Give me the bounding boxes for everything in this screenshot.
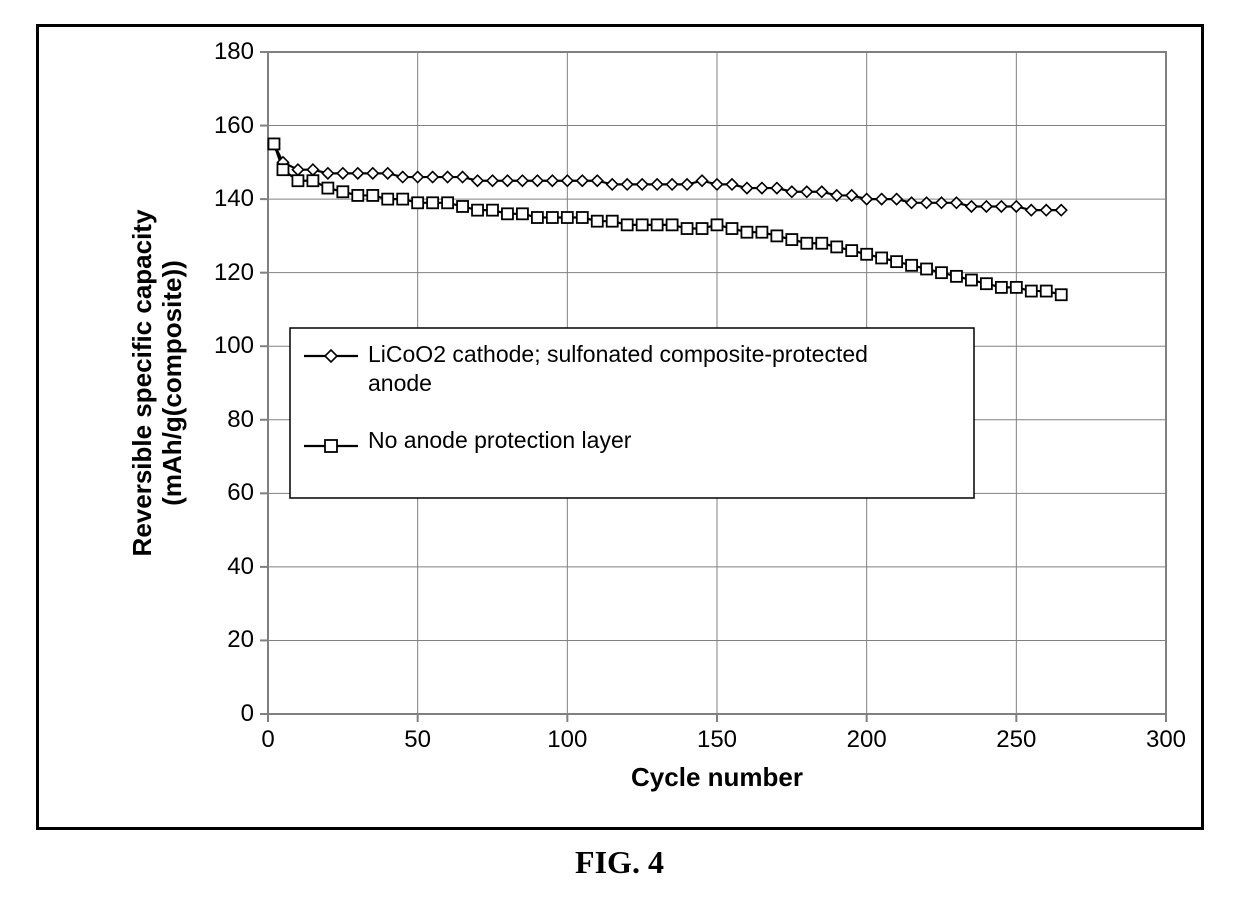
y-tick-label: 100 [214, 332, 254, 360]
x-tick-label: 250 [996, 726, 1036, 754]
legend-entry: No anode protection layer [368, 426, 962, 455]
chart-legend-labels: LiCoO2 cathode; sulfonated composite-pro… [368, 340, 962, 454]
y-tick-label: 40 [227, 553, 254, 581]
y-axis-title-line2: (mAh/g(composite)) [157, 260, 187, 506]
x-tick-label: 0 [261, 726, 274, 754]
x-tick-label: 100 [547, 726, 587, 754]
y-tick-label: 20 [227, 626, 254, 654]
y-tick-label: 180 [214, 38, 254, 66]
y-axis-title-line1: Reversible specific capacity [127, 210, 157, 557]
y-tick-label: 0 [241, 700, 254, 728]
x-tick-label: 300 [1146, 726, 1186, 754]
figure-caption: FIG. 4 [575, 844, 664, 881]
y-tick-label: 60 [227, 479, 254, 507]
y-tick-label: 160 [214, 112, 254, 140]
y-tick-label: 120 [214, 259, 254, 287]
x-tick-label: 200 [847, 726, 887, 754]
x-axis-title: Cycle number [631, 762, 803, 793]
legend-entry: LiCoO2 cathode; sulfonated composite-pro… [368, 340, 962, 398]
y-tick-label: 80 [227, 406, 254, 434]
y-axis-title: Reversible specific capacity (mAh/g(comp… [128, 52, 188, 714]
legend-entry-line: anode [368, 369, 962, 398]
legend-entry-line: LiCoO2 cathode; sulfonated composite-pro… [368, 340, 962, 369]
legend-entry-line: No anode protection layer [368, 426, 962, 455]
x-tick-label: 50 [404, 726, 431, 754]
y-tick-label: 140 [214, 185, 254, 213]
x-tick-label: 150 [697, 726, 737, 754]
figure-stage: 0 50 100 150 200 250 300 0 20 40 60 80 100 120 140 160… [0, 0, 1239, 898]
